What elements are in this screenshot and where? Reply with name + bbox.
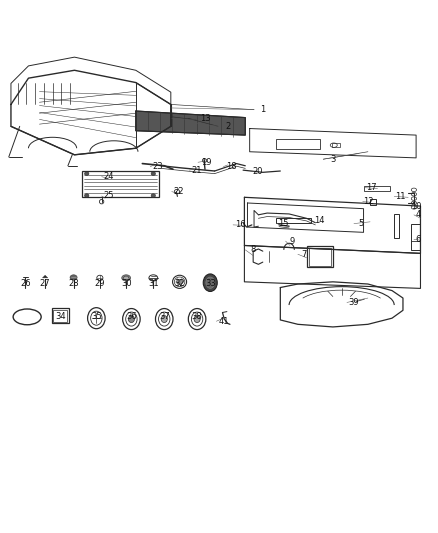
Text: 32: 32: [174, 279, 185, 288]
Ellipse shape: [194, 316, 200, 322]
Bar: [307, 246, 333, 268]
Text: 1: 1: [260, 105, 265, 114]
Text: 27: 27: [40, 279, 50, 288]
Text: 18: 18: [226, 162, 237, 171]
Text: 8: 8: [251, 245, 256, 254]
Ellipse shape: [203, 274, 217, 292]
Ellipse shape: [177, 279, 183, 285]
Bar: [276, 140, 320, 149]
Bar: [276, 219, 311, 223]
Text: 37: 37: [159, 312, 170, 321]
Bar: [52, 308, 69, 324]
Text: 14: 14: [314, 216, 325, 225]
Bar: [364, 186, 390, 191]
Text: 7: 7: [302, 250, 307, 259]
Text: 24: 24: [103, 172, 114, 181]
Ellipse shape: [128, 316, 134, 322]
Text: 21: 21: [191, 166, 201, 175]
Text: 33: 33: [205, 279, 215, 288]
Bar: [53, 310, 67, 322]
Text: 34: 34: [55, 312, 66, 321]
Bar: [82, 171, 159, 197]
Text: 25: 25: [103, 191, 114, 200]
Text: 11: 11: [396, 192, 406, 201]
Ellipse shape: [70, 275, 77, 280]
Text: 19: 19: [201, 158, 211, 167]
Bar: [394, 214, 399, 238]
Polygon shape: [42, 275, 48, 278]
Text: 39: 39: [349, 298, 359, 307]
Text: 23: 23: [152, 162, 163, 171]
Text: 9: 9: [290, 237, 295, 246]
Text: 41: 41: [218, 317, 229, 326]
Ellipse shape: [206, 277, 215, 288]
Text: 38: 38: [192, 312, 202, 321]
Ellipse shape: [85, 172, 89, 175]
Text: 30: 30: [121, 279, 131, 288]
Text: 35: 35: [91, 312, 102, 321]
Text: 5: 5: [359, 219, 364, 228]
Ellipse shape: [161, 316, 167, 322]
Text: 4: 4: [416, 211, 421, 219]
Ellipse shape: [151, 172, 155, 175]
Ellipse shape: [151, 194, 155, 197]
Text: 22: 22: [173, 187, 184, 196]
Text: 10: 10: [411, 201, 421, 211]
Text: 6: 6: [416, 235, 421, 244]
Text: 13: 13: [200, 114, 210, 123]
Bar: [411, 224, 420, 250]
Text: 28: 28: [68, 279, 79, 288]
Text: 12: 12: [363, 197, 373, 206]
Polygon shape: [136, 111, 245, 135]
Polygon shape: [123, 276, 130, 280]
Text: 3: 3: [330, 155, 336, 164]
Text: 16: 16: [235, 220, 245, 229]
Text: 2: 2: [225, 122, 230, 131]
Text: 17: 17: [366, 183, 377, 192]
Bar: [370, 199, 376, 205]
Text: 29: 29: [95, 279, 105, 288]
Bar: [332, 143, 340, 147]
Text: 26: 26: [20, 279, 31, 288]
Text: 36: 36: [126, 312, 137, 321]
Text: 20: 20: [252, 166, 263, 175]
Text: 15: 15: [279, 219, 289, 228]
Ellipse shape: [85, 194, 89, 197]
Text: 31: 31: [148, 279, 159, 288]
Ellipse shape: [122, 275, 131, 281]
Bar: [309, 248, 331, 265]
